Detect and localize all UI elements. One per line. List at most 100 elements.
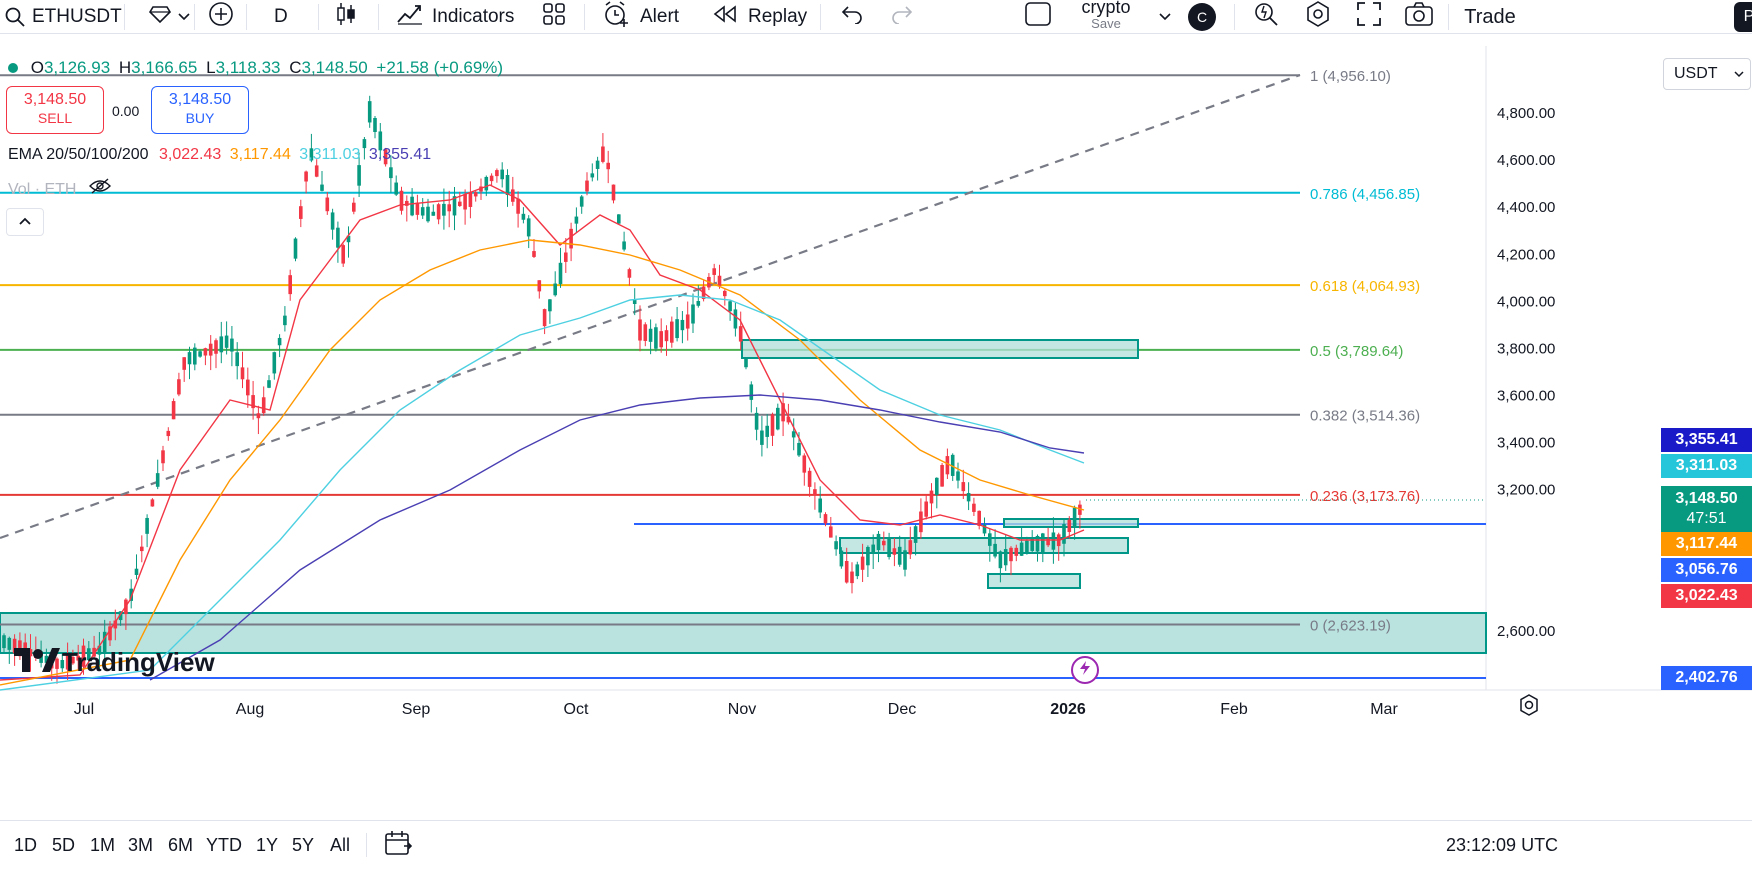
support-zone [0, 612, 1487, 654]
toolbar-divider [318, 4, 319, 30]
indicators-icon [396, 2, 424, 32]
toolbar-divider [1448, 4, 1449, 30]
candle-body [97, 645, 102, 655]
price-tick-label: 3,400.00 [1497, 435, 1555, 452]
symbol-search[interactable]: ETHUSDT [4, 0, 122, 34]
candle-body [977, 510, 981, 526]
ema100-tag-value: 3,311.03 [1675, 457, 1738, 474]
candle-body [897, 546, 902, 565]
quick-search-button[interactable] [1252, 0, 1280, 34]
toolbar-divider [584, 4, 585, 30]
trade-button[interactable]: Trade [1456, 0, 1524, 34]
candle-body [844, 560, 849, 583]
supply-demand-zone [741, 339, 1139, 359]
candle-body [230, 338, 234, 352]
candle-body [267, 380, 271, 388]
candle-body [887, 537, 891, 558]
timeframe-1m[interactable]: 1M [90, 821, 115, 869]
collapse-legend-button[interactable] [6, 208, 44, 236]
timeframe-5y[interactable]: 5Y [292, 821, 314, 869]
toolbar-divider [246, 4, 247, 30]
grid-icon [542, 2, 566, 32]
fullscreen-button[interactable] [1356, 0, 1382, 34]
candle-body [855, 564, 860, 577]
alert-button[interactable]: Alert [602, 0, 679, 34]
candle-body [357, 165, 361, 186]
buy-button[interactable]: 3,148.50 BUY [151, 86, 249, 134]
snapshot-button[interactable] [1404, 0, 1434, 34]
sell-label: SELL [37, 110, 73, 126]
candle-body [1025, 540, 1029, 553]
candle-body [606, 162, 610, 170]
replay-button[interactable]: Replay [712, 0, 807, 34]
utc-clock[interactable]: 23:12:09 UTC [1446, 821, 1558, 869]
candle-body [208, 343, 213, 356]
chevron-down-icon [178, 6, 190, 28]
timeframe-6m[interactable]: 6M [168, 821, 193, 869]
candle-body [728, 301, 732, 312]
symbol-type-dropdown[interactable] [148, 0, 190, 34]
compare-add-symbol-button[interactable] [208, 0, 234, 34]
candle-body [1062, 524, 1066, 544]
layout-dropdown[interactable] [1158, 0, 1172, 34]
candle-body [288, 275, 292, 295]
settings-button[interactable] [1304, 0, 1332, 34]
chart-type-button[interactable] [334, 0, 358, 34]
bottom-line-price-tag: 2,402.76 [1661, 666, 1752, 690]
profile-letter: P [1734, 2, 1752, 32]
redo-button[interactable] [890, 0, 914, 34]
indicators-button[interactable]: Indicators [396, 0, 514, 34]
candle-body [664, 330, 669, 342]
calendar-icon [384, 830, 413, 861]
timeframe-ytd[interactable]: YTD [206, 821, 242, 869]
timeframe-all[interactable]: All [330, 821, 350, 869]
timeframe-1d[interactable]: 1D [14, 821, 37, 869]
goto-date-button[interactable] [384, 821, 413, 869]
candle-body [876, 533, 881, 551]
spread-value: 0.00 [112, 103, 140, 119]
chevron-down-icon [1158, 6, 1172, 28]
last-price-value: 3,148.50 [1675, 490, 1738, 507]
fib-level-label: 0 (2,623.19) [1310, 618, 1391, 635]
ohlc-low: 3,118.33 [215, 58, 281, 77]
price-tick-label: 4,200.00 [1497, 246, 1555, 263]
candle-body [903, 550, 907, 570]
undo-button[interactable] [840, 0, 864, 34]
sell-button[interactable]: 3,148.50 SELL [6, 86, 104, 134]
candle-body [346, 235, 351, 243]
ema200-value: 3,355.41 [368, 146, 432, 163]
timeframe-3m[interactable]: 3M [128, 821, 153, 869]
date-tick-label: Sep [402, 701, 431, 718]
ema-legend[interactable]: EMA 20/50/100/200 3,022.43 3,117.44 3,31… [8, 146, 431, 164]
ohlc-high: 3,166.65 [131, 58, 198, 77]
candle-body [950, 454, 955, 476]
candle-body [526, 218, 531, 237]
ohlc-o-label: O [30, 58, 44, 77]
account-avatar[interactable]: C [1188, 0, 1216, 34]
tradingview-watermark[interactable]: TradingView [12, 646, 215, 679]
candle-body [1041, 533, 1045, 553]
lightning-event-marker[interactable] [1071, 656, 1099, 684]
candle-body [410, 196, 414, 216]
fib-level-label: 1 (4,956.10) [1310, 68, 1391, 85]
undo-icon [840, 4, 864, 30]
candle-body [638, 319, 642, 341]
axis-settings-button[interactable] [1516, 693, 1542, 720]
candle-body [696, 301, 701, 306]
candle-body [569, 228, 573, 249]
eye-crossed-icon[interactable] [88, 178, 111, 198]
candle-body [786, 416, 791, 423]
timeframe-1y[interactable]: 1Y [256, 821, 278, 869]
interval-button[interactable]: D [274, 0, 288, 34]
timeframe-5d[interactable]: 5D [52, 821, 75, 869]
layout-toggle-button[interactable] [1024, 0, 1052, 34]
currency-select[interactable]: USDT [1663, 58, 1751, 90]
volume-legend[interactable]: Vol · ETH [8, 178, 111, 199]
layout-templates-button[interactable] [542, 0, 566, 34]
price-tick-label: 3,600.00 [1497, 388, 1555, 405]
candle-body [733, 309, 738, 329]
profile-button[interactable]: P [1734, 0, 1752, 34]
ema200-tag-value: 3,355.41 [1675, 431, 1738, 448]
layout-name-button[interactable]: crypto Save [1076, 0, 1136, 31]
